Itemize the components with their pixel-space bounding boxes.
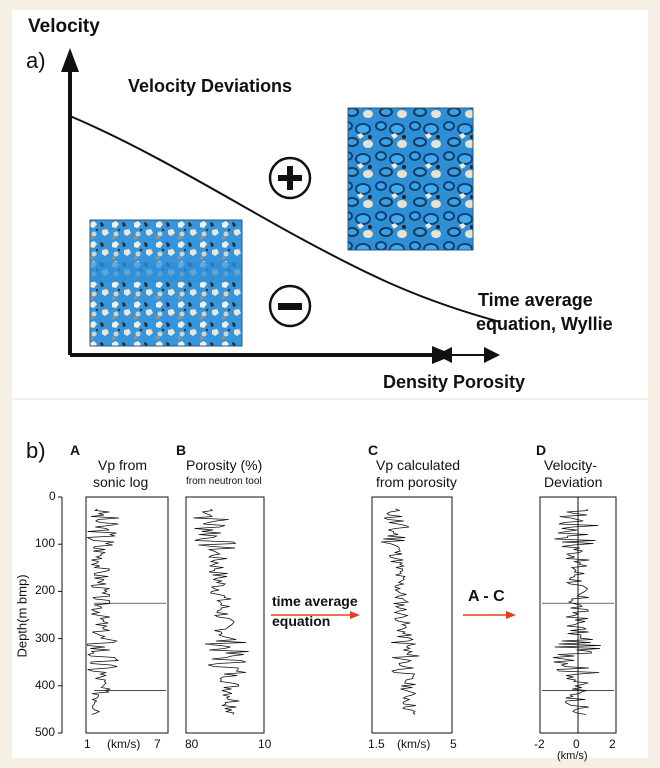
track-a-x-min: 1 xyxy=(84,737,91,751)
track-d-title-line2: Deviation xyxy=(544,474,603,490)
depth-tick-label: 300 xyxy=(35,630,56,645)
wyllie-time-average-curve xyxy=(69,115,501,323)
track-b-x-min: 80 xyxy=(185,737,199,751)
depth-tick-label: 500 xyxy=(35,725,56,739)
thin-section-lower xyxy=(89,219,243,347)
track-a-frame xyxy=(85,496,169,734)
track-a-title-line2: sonic log xyxy=(93,474,149,490)
track-a-letter: A xyxy=(70,442,81,458)
depth-axis-label: Depth(m bmp) xyxy=(14,574,30,658)
track-d-x-max: 2 xyxy=(609,737,616,751)
track-d-letter: D xyxy=(536,442,547,458)
time-average-arrow-icon xyxy=(271,611,360,619)
panel-divider xyxy=(12,398,648,400)
panel-b xyxy=(12,400,648,758)
panel-a-title: Velocity Deviations xyxy=(128,76,293,96)
track-d-log-curve xyxy=(552,508,601,715)
track-c-title-line2: from porosity xyxy=(376,474,457,490)
arrow1-label-line1: time average xyxy=(272,593,358,609)
panel-b-label: b) xyxy=(26,438,46,463)
track-d-x-min: -2 xyxy=(534,737,545,751)
page-edge xyxy=(648,0,660,768)
porosity-range-double-arrow-icon xyxy=(436,347,500,363)
track-b-log-curve xyxy=(193,508,249,715)
panel-a-label: a) xyxy=(26,48,46,73)
track-a-log-curve xyxy=(86,508,120,715)
curve-label-line1: Time average xyxy=(478,290,593,310)
plus-circle-icon xyxy=(268,156,312,200)
track-c-x-max: 5 xyxy=(450,737,457,751)
depth-axis xyxy=(58,496,63,734)
track-c-log-curve xyxy=(381,508,420,715)
track-d-title-line1: Velocity- xyxy=(544,457,597,473)
track-d-x-zero: 0 xyxy=(573,737,580,751)
depth-tick-label: 0 xyxy=(49,489,56,503)
arrow2-label: A - C xyxy=(468,588,505,605)
track-d-x-units: (km/s) xyxy=(557,750,588,762)
difference-arrow-icon xyxy=(463,611,516,619)
track-b-letter: B xyxy=(176,442,187,458)
minus-circle-icon xyxy=(268,284,312,328)
track-a-x-max: 7 xyxy=(154,737,161,751)
track-a-x-units: (km/s) xyxy=(107,737,141,751)
thin-section-upper xyxy=(347,107,474,251)
depth-tick-label: 100 xyxy=(35,536,56,551)
depth-tick-label: 200 xyxy=(35,583,56,598)
track-b-x-max: 10 xyxy=(258,737,272,751)
y-axis-arrowhead-icon xyxy=(61,48,79,72)
track-b-frame xyxy=(185,496,265,734)
track-a-title-line1: Vp from xyxy=(98,457,148,473)
track-c-title-line1: Vp calculated xyxy=(376,457,461,473)
x-axis-label: Density Porosity xyxy=(383,372,526,392)
track-b-title-line1: Porosity (%) xyxy=(186,457,263,473)
curve-label-line2: equation, Wyllie xyxy=(476,314,613,334)
track-c-x-units: (km/s) xyxy=(397,737,431,751)
depth-tick-label: 400 xyxy=(35,677,56,692)
y-axis-label: Velocity xyxy=(28,16,100,37)
panel-a-axes xyxy=(61,48,454,364)
track-c-x-min: 1.5 xyxy=(368,737,385,751)
arrow1-label-line2: equation xyxy=(272,613,331,629)
track-b-title-line2: from neutron tool xyxy=(186,476,262,487)
track-c-letter: C xyxy=(368,442,379,458)
track-c-frame xyxy=(371,496,453,734)
